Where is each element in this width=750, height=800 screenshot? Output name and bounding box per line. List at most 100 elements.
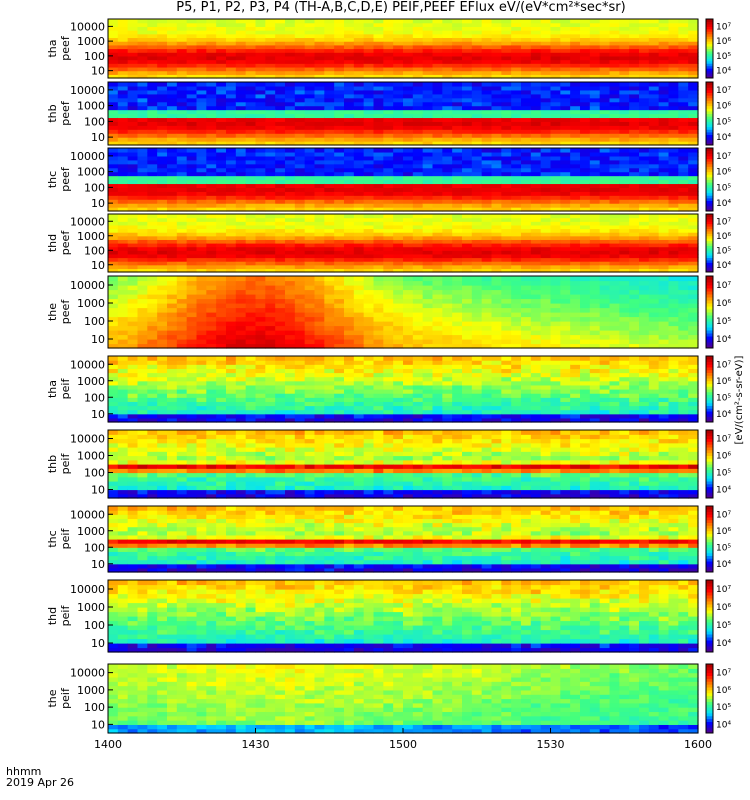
spectrogram-cell [108, 44, 119, 50]
spectrogram-cell [235, 179, 247, 185]
spectrogram-cell [167, 129, 178, 134]
colorbar-tick-label: 10⁵ [716, 52, 731, 62]
spectrogram-cell [196, 55, 207, 61]
spectrogram-cell [196, 253, 207, 259]
spectrogram-cell [412, 167, 424, 173]
spectrogram-cell [363, 66, 375, 72]
spectrogram-cell [314, 316, 325, 322]
spectrogram-cell [344, 97, 355, 103]
spectrogram-cell [688, 253, 699, 259]
spectrogram-cell [481, 321, 493, 327]
spectrogram-cell [629, 175, 640, 181]
spectrogram-cell [422, 316, 434, 322]
spectrogram-cell [167, 89, 178, 95]
spectrogram-cell [550, 264, 561, 269]
spectrogram-cell [245, 312, 257, 318]
spectrogram-cell [678, 321, 689, 327]
spectrogram-cell [157, 129, 168, 134]
spectrogram-cell [324, 268, 335, 273]
spectrogram-cell [589, 26, 601, 31]
spectrogram-cell [235, 303, 247, 309]
spectrogram-cell [599, 191, 611, 196]
spectrogram-cell [383, 268, 394, 273]
spectrogram-cell [226, 109, 237, 115]
spectrogram-cell [167, 191, 178, 196]
spectrogram-cell [137, 26, 148, 31]
spectrogram-cell [599, 224, 611, 230]
spectrogram-cell [481, 155, 493, 161]
spectrogram-cell [658, 109, 670, 115]
spectrogram-cell [383, 217, 394, 222]
colorbar-cell [706, 288, 713, 292]
spectrogram-cell [373, 26, 384, 31]
spectrogram-cell [186, 141, 198, 146]
spectrogram-cell [324, 55, 335, 61]
spectrogram-cell [403, 325, 414, 331]
spectrogram-cell [668, 224, 679, 230]
spectrogram-cell [265, 41, 276, 46]
spectrogram-cell [580, 343, 591, 349]
spectrogram-cell [344, 325, 355, 331]
spectrogram-cell [363, 26, 375, 31]
spectrogram-cell [540, 70, 552, 75]
colorbar-cell [706, 264, 713, 268]
spectrogram-cell [403, 232, 414, 237]
spectrogram-cell [432, 129, 443, 134]
spectrogram-cell [127, 235, 139, 240]
spectrogram-cell [422, 37, 434, 42]
colorbar-cell [706, 53, 713, 57]
spectrogram-cell [639, 175, 650, 181]
spectrogram-cell [324, 89, 335, 95]
spectrogram-cell [157, 228, 168, 233]
spectrogram-cell [186, 285, 198, 291]
spectrogram-cell [393, 339, 404, 345]
spectrogram-cell [609, 70, 620, 75]
spectrogram-cell [501, 48, 512, 53]
spectrogram-cell [678, 82, 689, 87]
spectrogram-cell [521, 303, 532, 309]
spectrogram-cell [442, 221, 453, 226]
spectrogram-cell [383, 294, 394, 300]
spectrogram-cell [629, 109, 640, 115]
spectrogram-cell [540, 224, 552, 230]
spectrogram-cell [147, 97, 158, 103]
spectrogram-cell [580, 339, 591, 345]
spectrogram-cell [235, 187, 247, 192]
spectrogram-cell [540, 246, 552, 251]
spectrogram-cell [550, 113, 561, 119]
spectrogram-cell [629, 257, 640, 262]
spectrogram-cell [619, 44, 630, 50]
spectrogram-cell [147, 187, 158, 192]
spectrogram-cell [226, 159, 237, 165]
spectrogram-cell [511, 253, 522, 259]
spectrogram-cell [491, 148, 502, 153]
spectrogram-cell [353, 179, 365, 185]
spectrogram-cell [658, 22, 670, 27]
spectrogram-cell [186, 330, 198, 336]
spectrogram-cell [157, 289, 168, 295]
spectrogram-cell [599, 239, 611, 244]
spectrogram-cell [235, 148, 247, 153]
spectrogram-cell [206, 52, 217, 57]
spectrogram-cell [344, 191, 355, 196]
spectrogram-cell [688, 294, 699, 300]
colorbar-tick-label: 10⁵ [716, 117, 731, 127]
spectrogram-cell [452, 113, 463, 119]
spectrogram-cell [344, 93, 355, 99]
spectrogram-cell [157, 101, 168, 107]
spectrogram-cell [560, 183, 571, 188]
spectrogram-cell [314, 55, 325, 61]
spectrogram-cell [678, 261, 689, 266]
spectrogram-cell [550, 125, 561, 130]
spectrogram-cell [186, 264, 198, 269]
spectrogram-cell [196, 133, 207, 138]
spectrogram-cell [678, 232, 689, 237]
spectrogram-cell [108, 199, 119, 204]
spectrogram-cell [373, 232, 384, 237]
spectrogram-cell [639, 224, 650, 230]
spectrogram-cell [186, 137, 198, 142]
spectrogram-cell [314, 232, 325, 237]
spectrogram-cell [560, 175, 571, 181]
spectrogram-cell [599, 343, 611, 349]
spectrogram-cell [206, 235, 217, 240]
